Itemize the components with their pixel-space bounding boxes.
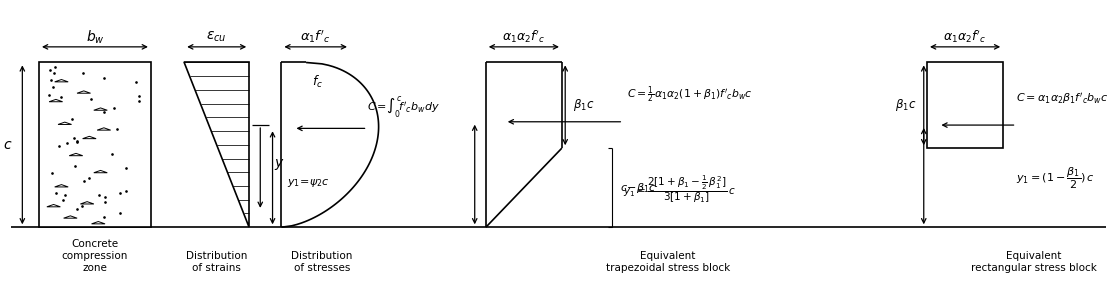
Polygon shape [92, 222, 105, 224]
Polygon shape [97, 128, 111, 130]
Polygon shape [83, 136, 96, 139]
Text: $f_c$: $f_c$ [312, 74, 323, 90]
Polygon shape [94, 108, 107, 110]
Text: $\alpha_1\alpha_2 f'_c$: $\alpha_1\alpha_2 f'_c$ [503, 29, 545, 45]
Text: $C=\alpha_1\alpha_2\beta_1 f'_cb_wc$: $C=\alpha_1\alpha_2\beta_1 f'_cb_wc$ [1016, 91, 1109, 106]
Text: Distribution
of stresses: Distribution of stresses [292, 251, 352, 273]
Bar [927, 62, 1003, 148]
Polygon shape [55, 80, 68, 82]
Text: $\alpha_1\alpha_2 f'_c$: $\alpha_1\alpha_2 f'_c$ [944, 29, 986, 45]
Polygon shape [49, 99, 63, 102]
Text: $y_1\!=\!\psi_2 c$: $y_1\!=\!\psi_2 c$ [287, 177, 330, 189]
Text: Distribution
of strains: Distribution of strains [187, 251, 247, 273]
Polygon shape [69, 153, 83, 156]
Text: $C=\frac{1}{2}\alpha_1\alpha_2(1+\beta_1)f'_cb_wc$: $C=\frac{1}{2}\alpha_1\alpha_2(1+\beta_1… [627, 85, 752, 106]
Polygon shape [77, 91, 90, 93]
Text: $y_1=(1-\dfrac{\beta_1}{2})\,c$: $y_1=(1-\dfrac{\beta_1}{2})\,c$ [1016, 165, 1095, 191]
Text: $c\!-\!\beta_1 c$: $c\!-\!\beta_1 c$ [620, 181, 657, 195]
Bar [39, 62, 151, 227]
Text: Equivalent
rectangular stress block: Equivalent rectangular stress block [971, 251, 1097, 273]
Text: $\varepsilon_{cu}$: $\varepsilon_{cu}$ [207, 30, 227, 44]
Polygon shape [80, 202, 94, 204]
Text: Equivalent
trapezoidal stress block: Equivalent trapezoidal stress block [605, 251, 731, 273]
Text: $y_1=\dfrac{2[1+\beta_1-\frac{1}{2}\,\beta_1^2]}{3[1+\beta_1]}\,c$: $y_1=\dfrac{2[1+\beta_1-\frac{1}{2}\,\be… [623, 174, 736, 205]
Text: Concrete
compression
zone: Concrete compression zone [61, 239, 128, 273]
Polygon shape [184, 62, 249, 227]
Text: $y$: $y$ [274, 157, 285, 172]
Text: $C=\!\int_0^c\! f'_c b_w dy$: $C=\!\int_0^c\! f'_c b_w dy$ [367, 94, 440, 120]
Polygon shape [94, 170, 107, 173]
Polygon shape [58, 122, 71, 124]
Text: $\alpha_1 f'_c$: $\alpha_1 f'_c$ [300, 29, 331, 45]
Text: $\beta_1 c$: $\beta_1 c$ [573, 97, 594, 113]
Polygon shape [64, 216, 77, 218]
Polygon shape [55, 185, 68, 187]
Text: $b_w$: $b_w$ [86, 28, 104, 46]
Text: $\beta_1 c$: $\beta_1 c$ [895, 97, 916, 113]
Polygon shape [47, 204, 60, 207]
Text: $c$: $c$ [3, 138, 12, 152]
